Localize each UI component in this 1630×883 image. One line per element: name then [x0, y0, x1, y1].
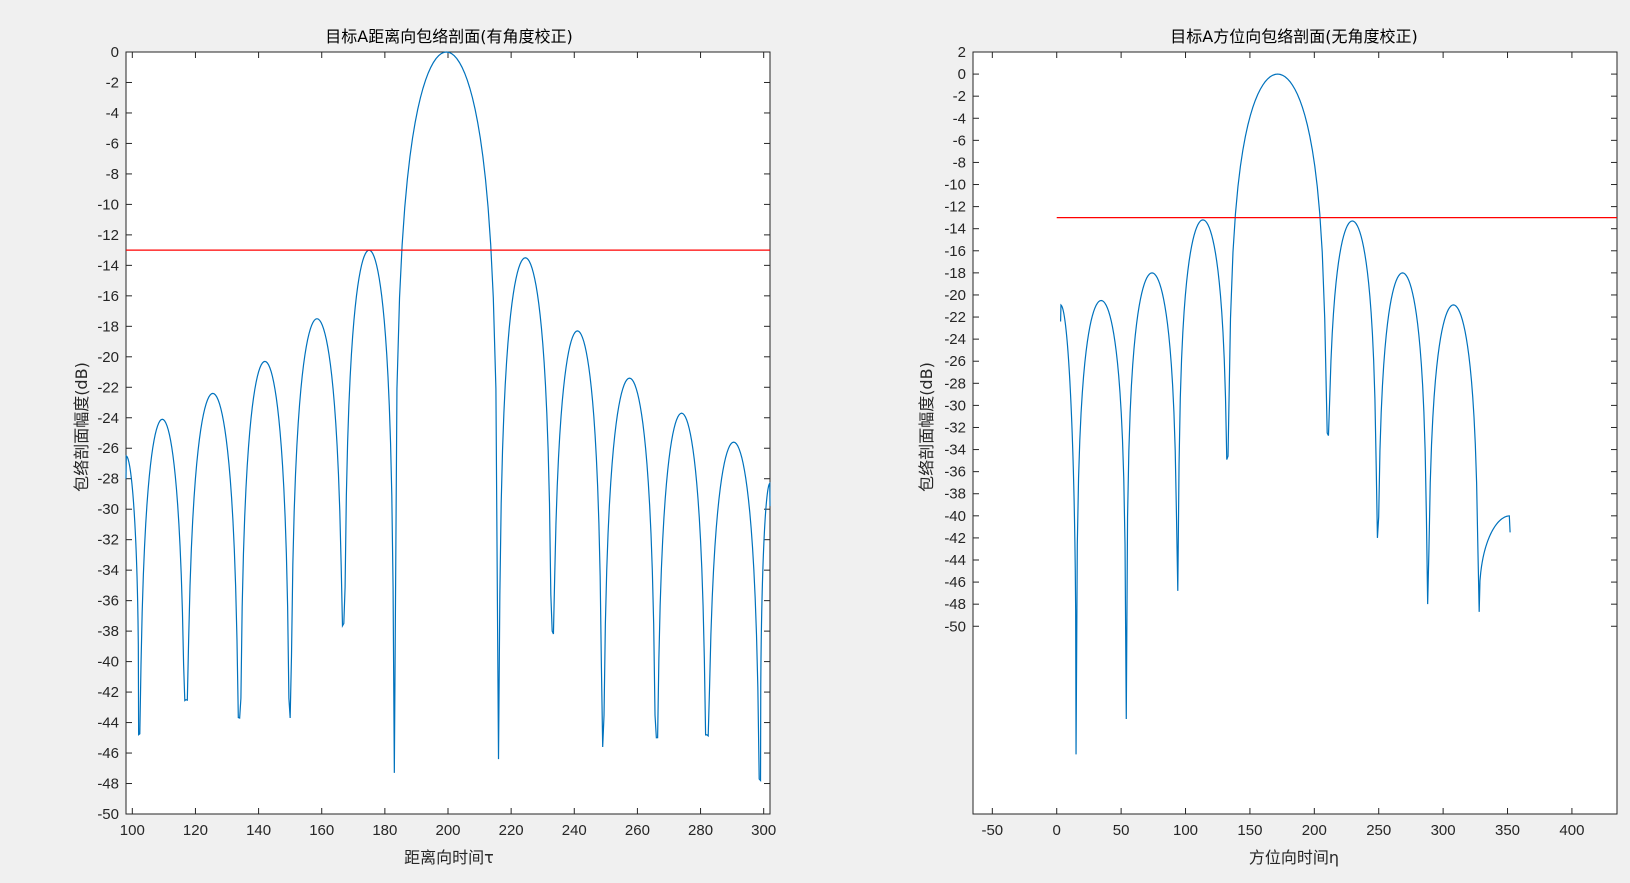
range-xtick-label: 260 [625, 822, 650, 839]
range-ytick-label: -44 [97, 715, 119, 732]
range-y-axis-label: 包络剖面幅度(dB) [72, 362, 91, 492]
azimuth-envelope-line [1059, 73, 1511, 755]
range-ytick-label: -12 [97, 227, 119, 244]
azimuth-ytick-label: -12 [944, 199, 966, 216]
azimuth-ytick-label: 2 [958, 44, 966, 61]
azimuth-ytick-label: -36 [944, 464, 966, 481]
azimuth-xtick-label: 150 [1237, 822, 1262, 839]
range-ytick-label: -4 [106, 105, 119, 122]
range-ytick-label: -16 [97, 288, 119, 305]
azimuth-xtick-label: 200 [1302, 822, 1327, 839]
range-ytick-label: -26 [97, 440, 119, 457]
range-ytick-label: -42 [97, 684, 119, 701]
range-xtick-label: 200 [435, 822, 460, 839]
azimuth-plot-title: 目标A方位向包络剖面(无角度校正) [1170, 27, 1417, 46]
range-ytick-label: -22 [97, 379, 119, 396]
azimuth-ytick-label: -10 [944, 177, 966, 194]
azimuth-ytick-label: -34 [944, 442, 966, 459]
azimuth-ytick-label: 0 [958, 66, 966, 83]
range-xtick-label: 300 [751, 822, 776, 839]
range-plot-title: 目标A距离向包络剖面(有角度校正) [325, 27, 572, 46]
azimuth-xtick-label: -50 [981, 822, 1003, 839]
azimuth-xtick-label: 350 [1495, 822, 1520, 839]
azimuth-x-axis-label: 方位向时间η [1249, 848, 1339, 867]
range-ytick-label: -50 [97, 806, 119, 823]
azimuth-ytick-label: -22 [944, 309, 966, 326]
range-ytick-label: -20 [97, 349, 119, 366]
azimuth-xtick-label: 300 [1431, 822, 1456, 839]
azimuth-xtick-label: 250 [1366, 822, 1391, 839]
range-xtick-label: 280 [688, 822, 713, 839]
azimuth-ytick-label: -30 [944, 397, 966, 414]
azimuth-y-axis-label: 包络剖面幅度(dB) [917, 362, 936, 492]
range-xtick-label: 180 [372, 822, 397, 839]
azimuth-xtick-label: 400 [1559, 822, 1584, 839]
azimuth-xtick-label: 100 [1173, 822, 1198, 839]
azimuth-ytick-label: -20 [944, 287, 966, 304]
azimuth-ytick-label: -50 [944, 618, 966, 635]
range-ytick-label: -40 [97, 654, 119, 671]
range-xtick-label: 220 [499, 822, 524, 839]
azimuth-ytick-label: -18 [944, 265, 966, 282]
range-plot-area [125, 51, 771, 815]
range-ytick-label: -36 [97, 593, 119, 610]
range-ytick-label: -30 [97, 501, 119, 518]
azimuth-xtick-label: 0 [1053, 822, 1061, 839]
azimuth-ytick-label: -40 [944, 508, 966, 525]
range-xtick-label: 240 [562, 822, 587, 839]
range-ytick-label: -24 [97, 410, 119, 427]
range-ytick-label: -38 [97, 623, 119, 640]
range-ytick-label: -14 [97, 257, 119, 274]
azimuth-ytick-label: -42 [944, 530, 966, 547]
range-ytick-label: -10 [97, 196, 119, 213]
range-ytick-label: -28 [97, 471, 119, 488]
range-ytick-label: -8 [106, 166, 119, 183]
range-xtick-label: 120 [183, 822, 208, 839]
range-xtick-label: 140 [246, 822, 271, 839]
range-ytick-label: -46 [97, 745, 119, 762]
range-ytick-label: -32 [97, 532, 119, 549]
range-ytick-label: -18 [97, 318, 119, 335]
range-ytick-label: -34 [97, 562, 119, 579]
azimuth-ytick-label: -26 [944, 353, 966, 370]
range-xtick-label: 160 [309, 822, 334, 839]
azimuth-ticks: -50 0 50 100 150 200 250 300 350 400 2 0 -2 -4 -6 -8 -10… [944, 44, 1617, 839]
range-profile-axes: 目标A距离向包络剖面(有角度校正) 100 120 140 160 180 200 220 2… [72, 27, 776, 867]
azimuth-xtick-label: 50 [1113, 822, 1130, 839]
range-ytick-label: -48 [97, 776, 119, 793]
azimuth-ytick-label: -44 [944, 552, 966, 569]
azimuth-ytick-label: -48 [944, 596, 966, 613]
azimuth-ytick-label: -38 [944, 486, 966, 503]
range-xtick-label: 100 [120, 822, 145, 839]
azimuth-plot-area [972, 51, 1618, 815]
azimuth-ytick-label: -4 [953, 110, 966, 127]
azimuth-ytick-label: -6 [953, 132, 966, 149]
range-x-axis-label: 距离向时间τ [404, 848, 494, 867]
azimuth-ytick-label: -14 [944, 221, 966, 238]
range-ytick-label: -2 [106, 74, 119, 91]
azimuth-profile-axes: 目标A方位向包络剖面(无角度校正) -50 0 50 100 150 200 250 300 3… [917, 27, 1618, 867]
azimuth-ytick-label: -8 [953, 154, 966, 171]
range-ytick-label: -6 [106, 135, 119, 152]
range-ticks: 100 120 140 160 180 200 220 240 260 280 300 0 -2 -4 -6… [97, 44, 776, 839]
azimuth-ytick-label: -2 [953, 88, 966, 105]
azimuth-ytick-label: -46 [944, 574, 966, 591]
azimuth-ytick-label: -32 [944, 419, 966, 436]
azimuth-ytick-label: -24 [944, 331, 966, 348]
azimuth-ytick-label: -28 [944, 375, 966, 392]
azimuth-ytick-label: -16 [944, 243, 966, 260]
range-envelope-line [125, 51, 771, 782]
range-ytick-label: 0 [111, 44, 119, 61]
